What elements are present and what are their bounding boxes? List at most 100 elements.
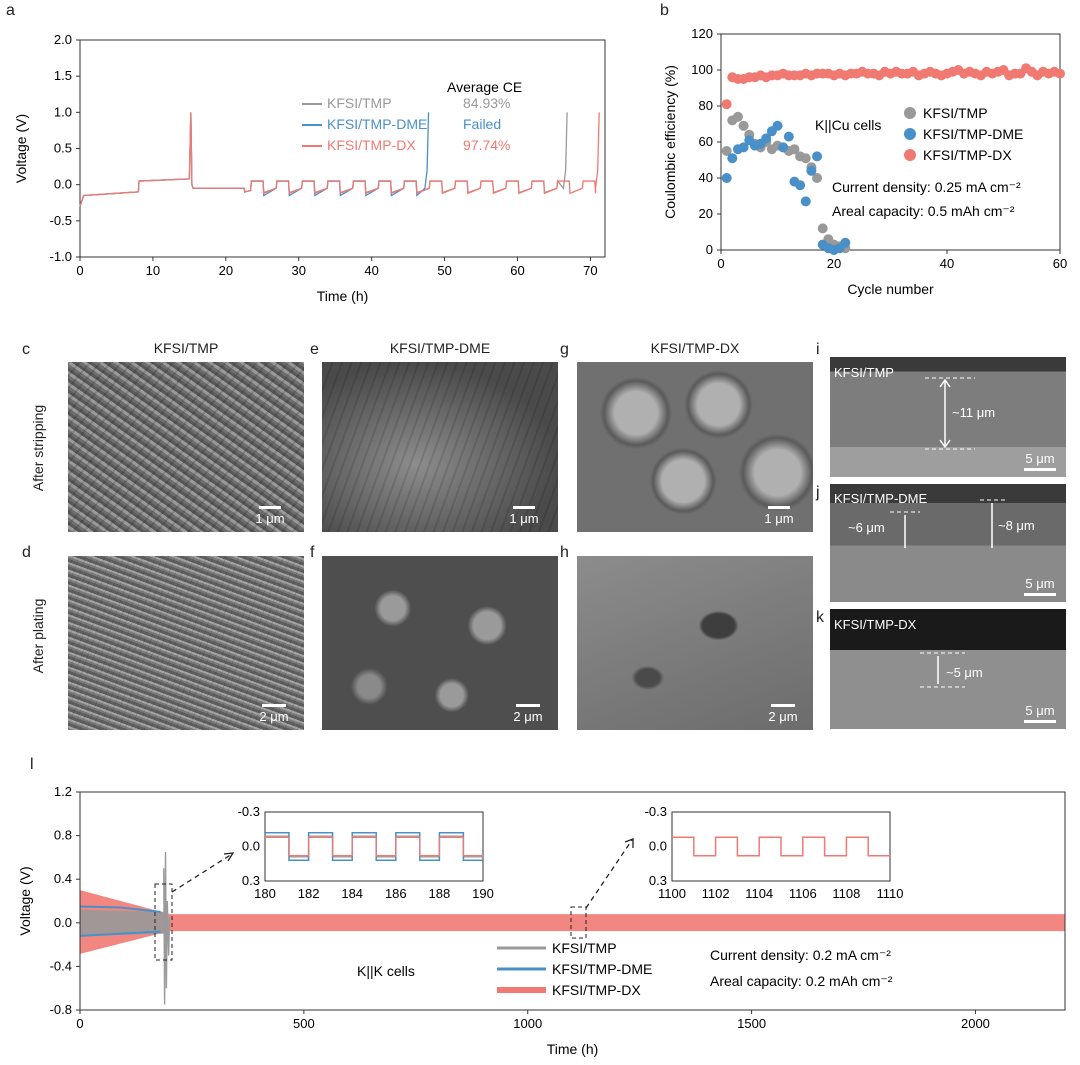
inset-trace-1-2 [265, 836, 483, 857]
x-tick-label-b: 0 [717, 256, 724, 271]
data-point-b [761, 133, 772, 144]
x-tick-label-a: 70 [583, 263, 597, 278]
sem-image-h: 2 μm [577, 556, 813, 730]
inset-x-tick-label-1: 182 [298, 886, 320, 901]
sem-cross-section-k: KFSI/TMP-DX ~5 μm 5 μm [830, 609, 1066, 729]
data-point-b [812, 173, 823, 183]
inset-x-tick-label-2: 1102 [702, 886, 730, 901]
legend-label-b: KFSI/TMP-DX [923, 147, 1012, 163]
series-line-a-dx [79, 112, 600, 207]
inset-frame-l-1 [264, 811, 484, 882]
data-point-b [783, 131, 794, 142]
cross-section-label-j: KFSI/TMP-DME [834, 491, 928, 506]
inset-x-tick-label-1: 186 [385, 886, 407, 901]
y-axis-title-b: Coulombic efficiency (%) [662, 65, 678, 219]
annotation-cell-b: K||Cu cells [815, 117, 881, 133]
sem-image-f: 2 μm [322, 556, 558, 730]
cross-section-label-i: KFSI/TMP [834, 365, 894, 380]
chart-l-symmetric-cell: 0 500 1000 1500 2000 1.2 0.8 0.4 0.0 -0.4 -0.8 Time… [17, 784, 1066, 1057]
panel-label-l: l [30, 756, 34, 773]
x-tick-label-b: 40 [940, 256, 954, 271]
series-band-l-tmp [80, 909, 168, 936]
thickness-marker-j [890, 499, 1005, 548]
data-point-b [732, 111, 743, 122]
x-tick-label-b: 20 [827, 256, 841, 271]
thickness-label-i: ~11 μm [952, 405, 996, 420]
y-tick-label-b: 60 [699, 134, 713, 149]
scale-bar-e: 1 μm [504, 506, 544, 526]
legend-label-a: KFSI/TMP [327, 95, 392, 111]
data-point-b [721, 146, 732, 156]
x-axis-title-a: Time (h) [317, 288, 369, 304]
panel-label-i: i [816, 341, 820, 358]
sem-image-e: 1 μm [322, 362, 558, 532]
inset-x-tick-label-1: 184 [341, 886, 363, 901]
sem-title-dme: KFSI/TMP-DME [389, 340, 491, 356]
panel-label-b: b [660, 2, 669, 19]
y-tick-label-l: -0.8 [50, 1002, 72, 1017]
inset-y-tick-label-2: -0.3 [645, 804, 667, 819]
data-point-b [778, 142, 789, 153]
y-tick-label-l: 0.0 [54, 915, 72, 930]
inset-x-tick-label-2: 1108 [832, 886, 860, 901]
panel-label-a: a [6, 2, 15, 19]
data-point-b [795, 180, 806, 191]
inset-x-tick-label-2: 1106 [789, 886, 817, 901]
data-point-b [817, 223, 828, 234]
y-tick-label-a: 1.5 [54, 68, 72, 83]
y-tick-label-a: 0.0 [54, 177, 72, 192]
thickness-label-j-a: ~6 μm [848, 520, 885, 535]
y-tick-label-a: 2.0 [54, 32, 72, 47]
x-tick-label-a: 60 [510, 263, 524, 278]
chart-b-coulombic-efficiency: 0 20 40 60 0 20 40 60 80 100 120 Cycle number Coulom… [662, 26, 1067, 297]
data-point-b [800, 196, 811, 207]
x-axis-title-b: Cycle number [847, 281, 934, 297]
thickness-marker-i [925, 377, 975, 450]
y-axis-title-a: Voltage (V) [13, 114, 29, 183]
legend-ce-a: Failed [463, 116, 501, 132]
legend-marker-b [904, 107, 916, 119]
legend-label-l: KFSI/TMP-DME [552, 961, 652, 977]
legend-ce-a: 97.74% [463, 137, 510, 153]
zoom-box-l-2 [570, 906, 587, 939]
plot-frame-l [79, 791, 1066, 1011]
legend-title-a: Average CE [447, 79, 522, 95]
sem-image-d: 2 μm [68, 556, 304, 730]
y-axis-title-l: Voltage (V) [17, 866, 33, 935]
x-tick-label-a: 20 [219, 263, 233, 278]
x-tick-label-b: 60 [1053, 256, 1067, 271]
inset-y-tick-label-1: -0.3 [238, 804, 260, 819]
series-line-l-dme-upper [79, 905, 161, 913]
inset-y-tick-label-2: 0.3 [649, 873, 667, 888]
data-point-b [721, 173, 732, 183]
zoom-box-l-1 [154, 883, 173, 961]
sem-title-tmp: KFSI/TMP [153, 340, 219, 356]
x-tick-label-l: 2000 [961, 1016, 990, 1031]
sem-image-c: 1 μm [68, 362, 304, 532]
inset-x-tick-label-2: 1100 [658, 886, 686, 901]
series-band-l-dx [80, 890, 1065, 954]
row-label-stripping: After stripping [30, 404, 46, 492]
y-tick-label-b: 120 [691, 26, 713, 41]
y-tick-label-b: 80 [699, 98, 713, 113]
inset-y-tick-label-2: 0.0 [649, 839, 667, 854]
zoom-arrowhead-l-1 [223, 852, 235, 862]
thickness-label-k: ~5 μm [946, 665, 983, 680]
legend-label-a: KFSI/TMP-DX [327, 137, 416, 153]
cross-section-label-k: KFSI/TMP-DX [834, 617, 917, 632]
data-point-b [738, 120, 749, 131]
inset-x-tick-label-1: 180 [254, 886, 276, 901]
y-tick-label-l: 0.8 [54, 828, 72, 843]
data-point-b [812, 151, 823, 162]
x-tick-label-l: 0 [76, 1016, 83, 1031]
zoom-arrowhead-l-2 [624, 838, 634, 848]
data-point-b [800, 153, 811, 164]
y-tick-label-b: 40 [699, 170, 713, 185]
legend-label-a: KFSI/TMP-DME [327, 116, 427, 132]
panel-label-e: e [310, 341, 319, 358]
x-tick-label-a: 40 [364, 263, 378, 278]
inset-x-tick-label-1: 188 [429, 886, 451, 901]
annotation-capacity-l: Areal capacity: 0.2 mAh cm⁻² [710, 973, 893, 989]
panel-label-c: c [22, 341, 30, 358]
legend-label-l: KFSI/TMP-DX [552, 982, 641, 998]
